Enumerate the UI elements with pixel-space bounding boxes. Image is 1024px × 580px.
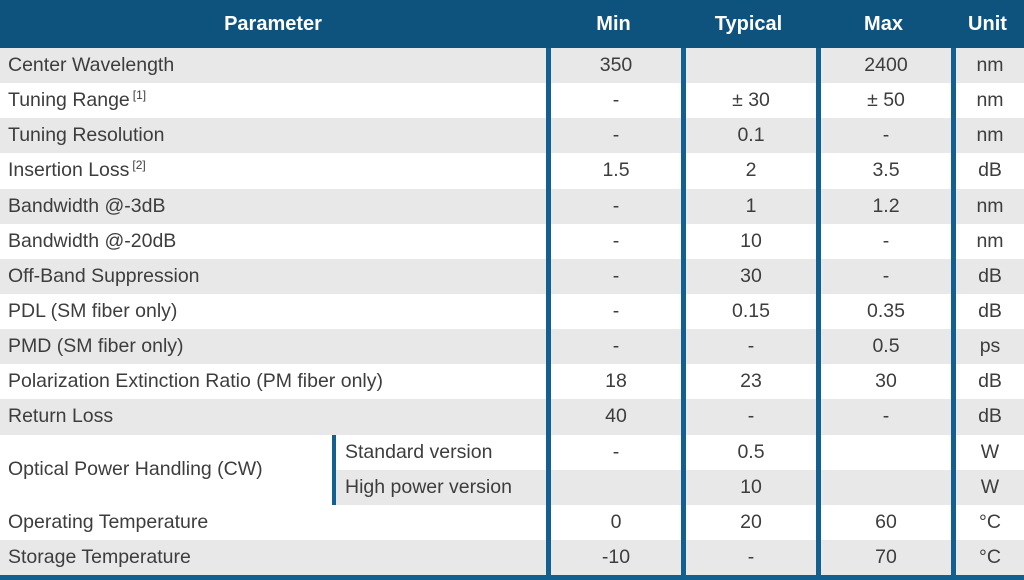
typical-value: 1 [681,188,816,224]
min-value: 18 [546,364,681,400]
typical-value: ± 30 [681,83,816,119]
min-value: 350 [546,48,681,84]
typical-value: 30 [681,258,816,294]
min-value: - [546,293,681,330]
unit-value: W [951,434,1024,470]
unit-value: nm [951,188,1024,224]
param-label: Bandwidth @-3dB [8,194,166,217]
unit-value: ps [951,329,1024,365]
max-value [816,469,951,505]
table-row: Operating Temperature 0 20 60 °C [0,504,1024,540]
header-parameter: Parameter [224,12,322,35]
max-value: 0.5 [816,329,951,365]
unit-value: dB [951,258,1024,294]
min-value: 0 [546,504,681,540]
typical-value: 10 [681,469,816,505]
param-label: Tuning Resolution [8,124,165,147]
min-value: - [546,223,681,259]
header-typical: Typical [714,12,783,35]
unit-value: nm [951,118,1024,154]
unit-value: nm [951,48,1024,84]
max-value: 30 [816,364,951,400]
table-row: PMD (SM fiber only) - - 0.5 ps [0,329,1024,365]
param-label: Center Wavelength [8,54,175,77]
min-value: - [546,258,681,294]
unit-value: dB [951,153,1024,189]
header-min: Min [596,12,631,35]
max-value: 2400 [816,48,951,84]
param-label: Tuning Range [8,89,130,112]
table-row: Bandwidth @-3dB - 1 1.2 nm [0,188,1024,224]
param-label: Bandwidth @-20dB [8,229,177,252]
unit-value: nm [951,223,1024,259]
sub-row-label: High power version [332,469,546,505]
typical-value: 2 [681,153,816,189]
typical-value: 0.1 [681,118,816,154]
unit-value: °C [951,539,1024,575]
max-value: 70 [816,539,951,575]
header-max: Max [864,12,903,35]
table-row: Insertion Loss [2] 1.5 2 3.5 dB [0,153,1024,189]
min-value: 40 [546,399,681,435]
max-value: - [816,399,951,435]
param-label: PMD (SM fiber only) [8,335,184,358]
footnote-marker: [1] [132,87,147,102]
table-row: Center Wavelength 350 2400 nm [0,48,1024,84]
table-row: Tuning Resolution - 0.1 - nm [0,118,1024,154]
param-label: Polarization Extinction Ratio (PM fiber … [8,370,383,393]
table-row: PDL (SM fiber only) - 0.15 0.35 dB [0,293,1024,330]
optical-power-handling-row: Optical Power Handling (CW) Standard ver… [0,434,1024,505]
param-label: Operating Temperature [8,510,209,533]
min-value: -10 [546,539,681,575]
max-value: ± 50 [816,83,951,119]
param-label: Off-Band Suppression [8,264,200,287]
min-value [546,469,681,505]
table-row: Off-Band Suppression - 30 - dB [0,258,1024,294]
typical-value: - [681,329,816,365]
table-row: Storage Temperature -10 - 70 °C [0,539,1024,575]
max-value: - [816,258,951,294]
max-value: - [816,118,951,154]
unit-value: °C [951,504,1024,540]
table-row: Tuning Range [1] - ± 30 ± 50 nm [0,83,1024,119]
sub-row-label: Standard version [332,434,546,470]
max-value: 60 [816,504,951,540]
unit-value: dB [951,293,1024,330]
table-row: Polarization Extinction Ratio (PM fiber … [0,364,1024,400]
min-value: - [546,434,681,470]
unit-value: dB [951,399,1024,435]
table-header-row: Parameter Min Typical Max Unit [0,0,1024,48]
min-value: - [546,83,681,119]
min-value: - [546,118,681,154]
footnote-marker: [2] [132,157,146,172]
typical-value: 20 [681,504,816,540]
unit-value: dB [951,364,1024,400]
typical-value: 23 [681,364,816,400]
unit-value: nm [951,83,1024,119]
typical-value: 10 [681,223,816,259]
typical-value: 0.5 [681,434,816,470]
table-row: Bandwidth @-20dB - 10 - nm [0,223,1024,259]
param-label: Return Loss [8,405,114,428]
typical-value [681,48,816,84]
min-value: 1.5 [546,153,681,189]
header-unit: Unit [968,12,1007,35]
param-label: Optical Power Handling (CW) [8,458,263,481]
unit-value: W [951,469,1024,505]
param-label: PDL (SM fiber only) [8,300,178,323]
typical-value: - [681,399,816,435]
max-value: - [816,223,951,259]
max-value [816,434,951,470]
param-label: Storage Temperature [8,546,191,569]
param-label: Insertion Loss [8,159,130,182]
min-value: - [546,329,681,365]
max-value: 0.35 [816,293,951,330]
max-value: 3.5 [816,153,951,189]
min-value: - [546,188,681,224]
table-row: Return Loss 40 - - dB [0,399,1024,435]
typical-value: - [681,539,816,575]
max-value: 1.2 [816,188,951,224]
typical-value: 0.15 [681,293,816,330]
